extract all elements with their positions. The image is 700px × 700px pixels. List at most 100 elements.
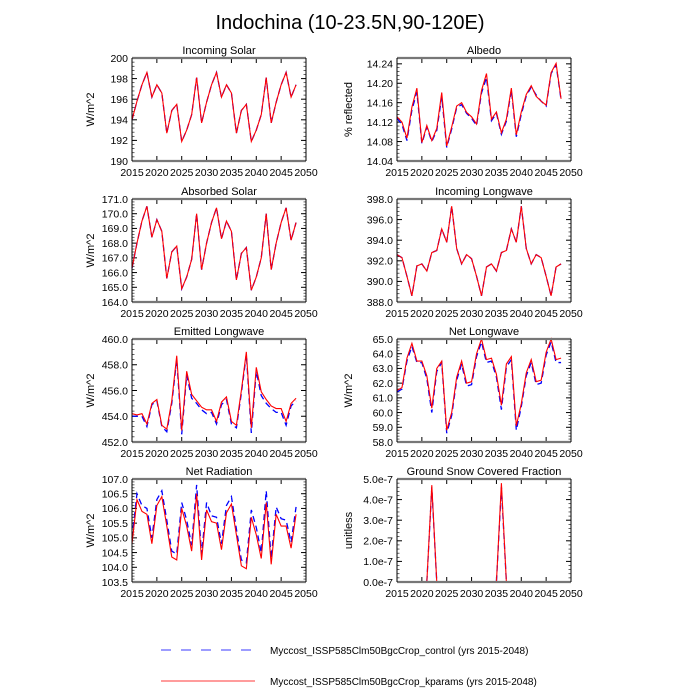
x-tick-label: 2015 — [120, 448, 144, 460]
x-tick-label: 2015 — [120, 167, 144, 179]
panel-title: Albedo — [467, 45, 501, 57]
x-tick-label: 2015 — [120, 308, 144, 320]
x-tick-label: 2030 — [195, 308, 219, 320]
x-tick-label: 2035 — [485, 448, 509, 460]
x-tick-label: 2025 — [170, 588, 194, 600]
panel-ground-snow-covered-fraction: Ground Snow Covered Fraction unitless 0.0e… — [343, 466, 583, 600]
series-line-kparams — [396, 206, 562, 296]
x-tick-label: 2040 — [245, 448, 269, 460]
panel-title: Ground Snow Covered Fraction — [407, 466, 562, 478]
y-tick-label: 198 — [110, 73, 128, 85]
y-tick-label: 392.0 — [367, 256, 393, 268]
panel-incoming-longwave: Incoming Longwave 388.0 390.0 392.0 394.0 396… — [367, 186, 583, 320]
figure-title: Indochina (10-23.5N,90-120E) — [215, 12, 484, 34]
x-tick-label: 2030 — [460, 167, 484, 179]
series-line-kparams — [396, 61, 562, 147]
y-tick-label: 105.5 — [102, 518, 128, 530]
x-tick-label: 2030 — [460, 448, 484, 460]
x-tick-label: 2040 — [510, 167, 534, 179]
series-line-kparams — [131, 70, 297, 144]
y-tick-label: 192 — [110, 135, 128, 147]
y-tick-label: 196 — [110, 94, 128, 106]
y-tick-label: 62.0 — [373, 378, 394, 390]
x-tick-label: 2040 — [245, 167, 269, 179]
x-tick-label: 2025 — [170, 448, 194, 460]
y-tick-label: 104.5 — [102, 547, 128, 559]
panel-title: Incoming Solar — [182, 45, 256, 57]
y-tick-label: 59.0 — [373, 422, 394, 434]
x-tick-label: 2035 — [485, 167, 509, 179]
panel-title: Net Radiation — [186, 466, 253, 478]
y-tick-label: 200 — [110, 53, 128, 65]
panel-incoming-solar: Incoming Solar W/m^2 190 192 194 196 198 200 201… — [85, 45, 318, 179]
x-tick-label: 2050 — [294, 308, 318, 320]
series-line-control — [132, 354, 297, 435]
series-line-control — [131, 484, 297, 564]
panel-net-longwave: Net Longwave W/m^2 58.0 59.0 60.0 61.0 62.0 63.… — [343, 326, 583, 460]
x-tick-label: 2045 — [534, 448, 558, 460]
x-tick-label: 2020 — [410, 308, 434, 320]
y-tick-label: 106.0 — [102, 503, 128, 515]
panel-absorbed-solar: Absorbed Solar W/m^2 164.0 165.0 166.0 167.0 1… — [85, 186, 318, 320]
panel-emitted-longwave: Emitted Longwave W/m^2 452.0 454.0 456.0 458.… — [85, 326, 318, 460]
y-tick-label: 3.0e-7 — [363, 515, 393, 527]
y-tick-label: 170.0 — [102, 209, 128, 221]
x-tick-label: 2025 — [435, 167, 459, 179]
x-tick-label: 2050 — [559, 167, 583, 179]
x-tick-label: 2040 — [510, 308, 534, 320]
y-tick-label: 58.0 — [373, 437, 394, 449]
x-tick-label: 2050 — [559, 308, 583, 320]
y-tick-label: 5.0e-7 — [363, 474, 393, 486]
series-line-kparams — [131, 493, 297, 570]
x-tick-label: 2025 — [170, 167, 194, 179]
panel-net-radiation: Net Radiation W/m^2 103.5 104.0 104.5 105.0 10… — [85, 466, 318, 600]
x-tick-label: 2045 — [269, 308, 293, 320]
y-tick-label: 194 — [110, 115, 128, 127]
y-tick-label: 0.0e-7 — [363, 577, 393, 589]
x-tick-label: 2015 — [385, 448, 409, 460]
y-tick-label: 165.0 — [102, 282, 128, 294]
y-tick-label: 14.04 — [367, 156, 393, 168]
y-tick-label: 166.0 — [102, 267, 128, 279]
y-tick-label: 167.0 — [102, 253, 128, 265]
x-tick-label: 2025 — [170, 308, 194, 320]
y-tick-label: 14.08 — [367, 136, 393, 148]
x-tick-label: 2020 — [410, 167, 434, 179]
y-tick-label: 65.0 — [373, 334, 394, 346]
y-tick-label: 390.0 — [367, 276, 393, 288]
y-axis-label: W/m^2 — [343, 374, 355, 408]
y-tick-label: 460.0 — [102, 334, 128, 346]
series-line-kparams — [396, 337, 562, 431]
x-tick-label: 2035 — [220, 588, 244, 600]
y-tick-label: 454.0 — [102, 411, 128, 423]
y-tick-label: 394.0 — [367, 235, 393, 247]
series-line-control — [396, 206, 562, 296]
x-tick-label: 2030 — [460, 588, 484, 600]
legend: Myccost_ISSP585Clm50BgcCrop_control (yrs… — [161, 646, 537, 688]
x-tick-label: 2015 — [385, 308, 409, 320]
y-axis-label: W/m^2 — [85, 93, 97, 127]
x-tick-label: 2020 — [145, 308, 169, 320]
y-tick-label: 458.0 — [102, 360, 128, 372]
y-tick-label: 168.0 — [102, 238, 128, 250]
x-tick-label: 2040 — [245, 588, 269, 600]
x-tick-label: 2040 — [510, 588, 534, 600]
x-tick-label: 2040 — [510, 448, 534, 460]
x-tick-label: 2050 — [559, 588, 583, 600]
y-tick-label: 106.5 — [102, 489, 128, 501]
y-tick-label: 63.0 — [373, 363, 394, 375]
series-line-kparams — [397, 483, 562, 583]
x-tick-label: 2025 — [435, 308, 459, 320]
x-tick-label: 2020 — [145, 167, 169, 179]
y-tick-label: 190 — [110, 156, 128, 168]
y-axis-label: W/m^2 — [85, 234, 97, 268]
x-tick-label: 2030 — [195, 448, 219, 460]
y-tick-label: 60.0 — [373, 407, 394, 419]
panel-albedo: Albedo % reflected 14.04 14.08 14.12 14.16 14.… — [343, 45, 583, 179]
series-line-control — [397, 487, 562, 583]
x-tick-label: 2035 — [485, 308, 509, 320]
x-tick-label: 2050 — [294, 167, 318, 179]
x-tick-label: 2045 — [534, 588, 558, 600]
x-tick-label: 2025 — [435, 448, 459, 460]
